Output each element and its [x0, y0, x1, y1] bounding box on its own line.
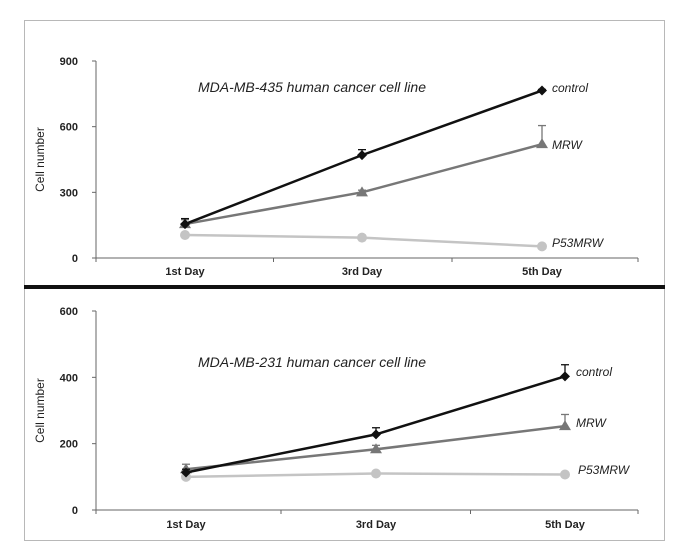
figure-frame: [24, 20, 665, 541]
chart-panel-231: 0 200 400 600 1st Day 3rd Day 5th Day Cell numb…: [33, 306, 639, 531]
y-tick-label: 0: [72, 505, 78, 517]
y-axis-label: Cell number: [33, 378, 47, 443]
data-point-control: [357, 150, 367, 161]
y-tick-label: 300: [60, 187, 78, 199]
x-tick-label: 1st Day: [165, 266, 205, 278]
series-label-MRW: MRW: [552, 138, 583, 152]
data-point-control: [560, 371, 570, 382]
chart-title: MDA-MB-435 human cancer cell line: [198, 79, 426, 95]
data-point-MRW: [559, 420, 571, 431]
y-tick-label: 900: [60, 56, 78, 68]
series-label-P53MRW: P53MRW: [552, 236, 605, 250]
data-point-control: [371, 429, 381, 440]
y-tick-label: 0: [72, 253, 78, 265]
data-point-control: [537, 85, 547, 96]
data-point-P53MRW: [537, 241, 547, 252]
data-point-MRW: [356, 186, 368, 197]
series-label-P53MRW: P53MRW: [578, 463, 631, 477]
series-label-control: control: [576, 365, 612, 379]
data-point-P53MRW: [357, 232, 367, 243]
x-tick-label: 5th Day: [522, 266, 563, 278]
data-point-P53MRW: [371, 468, 381, 479]
data-point-control: [180, 219, 190, 230]
x-tick-label: 1st Day: [166, 519, 206, 531]
data-point-P53MRW: [180, 230, 190, 241]
x-tick-label: 3rd Day: [342, 266, 383, 278]
chart-title: MDA-MB-231 human cancer cell line: [198, 354, 426, 370]
y-tick-label: 400: [60, 372, 78, 384]
series-label-control: control: [552, 81, 588, 95]
series-label-MRW: MRW: [576, 416, 607, 430]
data-point-control: [181, 467, 191, 478]
y-tick-label: 600: [60, 122, 78, 134]
y-tick-label: 200: [60, 439, 78, 451]
chart-panel-435: 0 300 600 900 1st Day 3rd Day 5th Day Cell numb…: [33, 56, 639, 278]
data-point-P53MRW: [560, 469, 570, 480]
x-tick-label: 5th Day: [545, 519, 586, 531]
y-axis-label: Cell number: [33, 127, 47, 192]
data-point-MRW: [536, 138, 548, 149]
data-point-MRW: [370, 443, 382, 454]
x-tick-label: 3rd Day: [356, 519, 397, 531]
y-tick-label: 600: [60, 306, 78, 318]
